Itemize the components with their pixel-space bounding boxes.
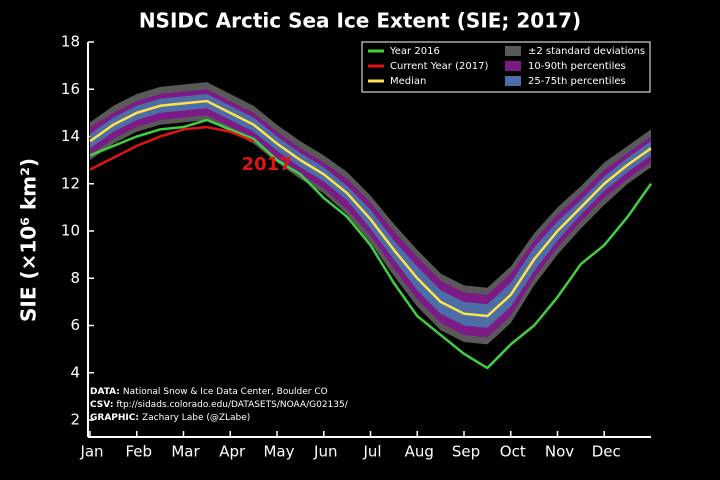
x-tick-label: May [263, 443, 294, 461]
y-tick-label: 4 [70, 363, 80, 381]
source-label: DATA: [90, 387, 120, 397]
x-tick-label: Mar [171, 443, 200, 461]
chart-title: NSIDC Arctic Sea Ice Extent (SIE; 2017) [139, 9, 581, 33]
y-tick-label: 18 [61, 33, 80, 51]
y-tick-label: 12 [61, 174, 80, 192]
series-line [89, 125, 255, 171]
band [90, 93, 651, 328]
source-text: Zachary Labe (@ZLabe) [142, 413, 250, 423]
y-tick-label: 10 [61, 222, 80, 240]
x-tick-label: Jul [362, 443, 381, 461]
series-line [89, 118, 653, 370]
source-label: GRAPHIC: [90, 413, 139, 423]
legend-swatch [505, 46, 521, 56]
y-tick-label: 16 [61, 80, 80, 98]
source-text: ftp://sidads.colorado.edu/DATASETS/NOAA/… [116, 400, 348, 410]
y-tick-label: 14 [61, 127, 80, 145]
annotation: 2017 [242, 154, 292, 175]
x-tick-label: Nov [545, 443, 574, 461]
x-tick-label: Jun [313, 443, 337, 461]
x-tick-label: Sep [452, 443, 480, 461]
x-tick-label: Jan [79, 443, 103, 461]
x-tick-label: Aug [405, 443, 434, 461]
y-tick-label: 2 [70, 411, 80, 429]
legend-label: ±2 standard deviations [528, 46, 645, 57]
legend-label: 25-75th percentiles [528, 76, 626, 87]
legend-swatch [505, 76, 521, 86]
y-tick-label: 8 [70, 269, 80, 287]
x-tick-label: Feb [125, 443, 152, 461]
series-line [89, 99, 652, 318]
legend-swatch [505, 61, 521, 71]
legend-label: Current Year (2017) [390, 61, 488, 72]
y-axis-label: SIE (×10⁶ km²) [17, 158, 41, 322]
legend-label: Year 2016 [389, 46, 440, 57]
source-note: CSV: ftp://sidads.colorado.edu/DATASETS/N… [90, 400, 349, 410]
source-note: DATA: National Snow & Ice Data Center, Bo… [90, 387, 328, 397]
source-label: CSV: [90, 400, 113, 410]
source-note: GRAPHIC: Zachary Labe (@ZLabe) [90, 413, 250, 423]
y-tick-label: 6 [70, 316, 80, 334]
x-tick-label: Dec [592, 443, 621, 461]
x-tick-label: Apr [219, 443, 246, 461]
x-tick-label: Oct [500, 443, 526, 461]
source-text: National Snow & Ice Data Center, Boulder… [123, 387, 328, 397]
legend-label: Median [390, 76, 426, 87]
legend-label: 10-90th percentiles [528, 61, 626, 72]
